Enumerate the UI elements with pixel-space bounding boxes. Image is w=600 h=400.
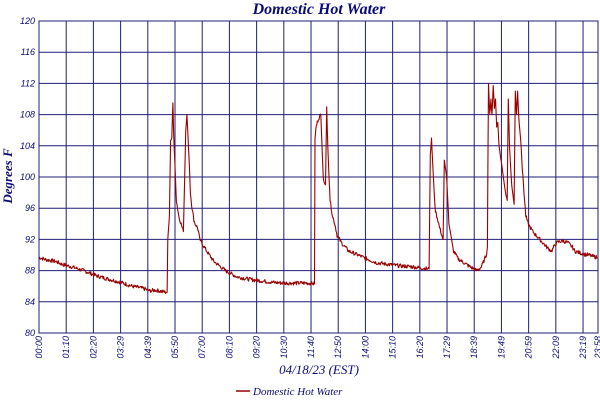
y-tick-label: 96 xyxy=(25,203,35,213)
x-tick-label: 14:00 xyxy=(360,336,370,359)
x-axis-label: 04/18/23 (EST) xyxy=(279,362,359,377)
x-tick-label: 20:59 xyxy=(524,336,534,360)
x-tick-label: 05:50 xyxy=(170,336,180,359)
x-tick-label: 09:20 xyxy=(252,336,262,359)
x-tick-label: 07:00 xyxy=(197,336,207,359)
legend: Domestic Hot Water xyxy=(236,386,343,398)
y-axis-label: Degrees F xyxy=(0,148,15,205)
y-tick-label: 100 xyxy=(20,172,35,182)
x-tick-label: 04:39 xyxy=(143,336,153,359)
x-tick-label: 01:10 xyxy=(61,336,71,359)
x-tick-label: 11:40 xyxy=(306,336,316,358)
x-tick-label: 16:20 xyxy=(415,336,425,359)
y-tick-label: 92 xyxy=(25,234,35,244)
x-tick-label: 22:09 xyxy=(551,336,561,360)
y-tick-label: 116 xyxy=(21,47,35,57)
x-tick-label: 19:49 xyxy=(496,336,506,359)
x-tick-label: 17:29 xyxy=(442,336,452,359)
x-tick-label: 10:30 xyxy=(279,336,289,359)
x-tick-label: 03:29 xyxy=(116,336,126,359)
x-tick-label: 02:20 xyxy=(88,336,98,359)
plot-frame xyxy=(38,20,599,334)
series-line-domestic-hot-water xyxy=(38,82,598,294)
x-tick-labels: 00:00 01:10 02:20 03:29 04:39 05:50 07:00 08:10… xyxy=(34,336,600,360)
x-tick-label: 08:10 xyxy=(224,336,234,359)
y-tick-label: 120 xyxy=(20,16,35,26)
y-tick-labels: 80 84 88 92 96 100 104 108 112 116 120 xyxy=(20,16,35,338)
x-tick-label: 18:39 xyxy=(469,336,479,359)
x-tick-label: 12:50 xyxy=(333,336,343,359)
chart-title: Domestic Hot Water xyxy=(252,1,387,18)
x-tick-label: 23:19 xyxy=(578,336,588,360)
y-tick-label: 84 xyxy=(25,297,35,307)
x-tick-label: 23:58 xyxy=(593,336,600,360)
y-tick-label: 112 xyxy=(21,78,35,88)
y-tick-label: 88 xyxy=(25,266,35,276)
legend-label: Domestic Hot Water xyxy=(252,386,343,398)
x-tick-label: 00:00 xyxy=(34,336,44,359)
y-tick-label: 108 xyxy=(20,110,35,120)
y-tick-label: 80 xyxy=(25,328,35,338)
y-tick-label: 104 xyxy=(20,141,35,151)
x-tick-label: 15:10 xyxy=(388,336,398,359)
